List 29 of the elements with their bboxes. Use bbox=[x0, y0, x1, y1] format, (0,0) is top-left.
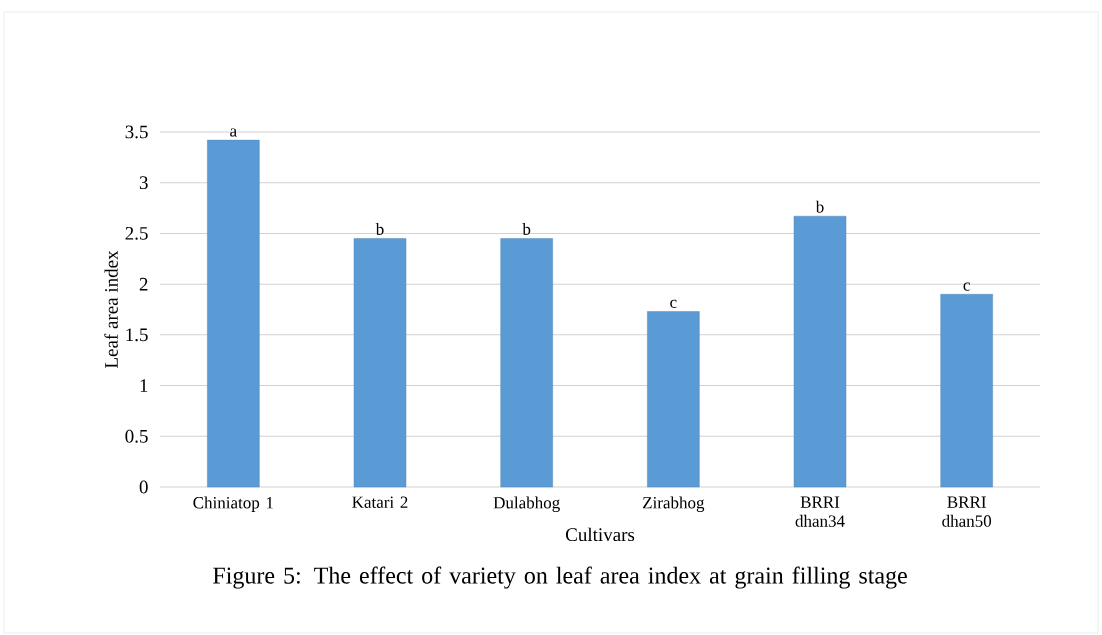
y-tick-label: 3.5 bbox=[125, 125, 148, 139]
bar bbox=[647, 311, 700, 488]
x-tick-label: Dulabhog bbox=[493, 496, 560, 512]
x-tick-label: BRRI dhan34 bbox=[795, 496, 845, 527]
bar bbox=[793, 215, 847, 488]
data-label: b bbox=[522, 223, 531, 235]
y-tick-label: 0.5 bbox=[125, 429, 148, 443]
bar bbox=[940, 294, 993, 488]
data-label: b bbox=[375, 223, 384, 235]
text: Figure 5: The effect of variety on leaf area index at grain filling stage bbox=[213, 566, 907, 589]
bar bbox=[207, 139, 260, 488]
y-tick-label: 1 bbox=[140, 379, 148, 392]
x-axis-title: Cultivars bbox=[565, 527, 635, 542]
y-tick-label: 2 bbox=[139, 277, 148, 291]
data-label: c bbox=[670, 299, 677, 308]
x-tick-label: BRRI dhan50 bbox=[942, 496, 992, 527]
data-label: c bbox=[963, 282, 970, 291]
y-tick-label: 2.5 bbox=[125, 227, 148, 240]
y-tick-label: 3 bbox=[139, 176, 148, 190]
data-label: b bbox=[815, 200, 824, 213]
bar bbox=[500, 238, 553, 488]
x-tick-label: Zirabhog bbox=[643, 496, 705, 512]
y-tick-label: 0 bbox=[139, 480, 148, 494]
y-axis-title: Leaf area index bbox=[104, 250, 118, 369]
data-label: a bbox=[230, 128, 237, 137]
y-tick-label: 1.5 bbox=[126, 328, 148, 342]
x-tick-label: Katari 2 bbox=[352, 496, 408, 508]
bar bbox=[353, 238, 407, 488]
x-tick-label: Chiniatop 1 bbox=[193, 496, 273, 512]
